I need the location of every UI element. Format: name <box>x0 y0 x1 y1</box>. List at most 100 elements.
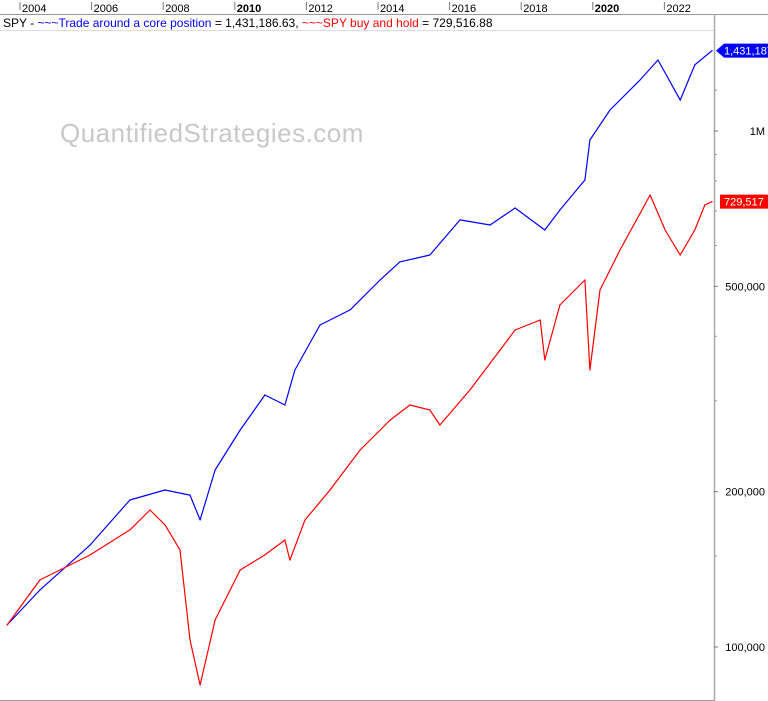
data-point <box>649 194 651 196</box>
data-point <box>589 369 591 371</box>
data-point <box>39 579 41 581</box>
data-point <box>89 554 91 556</box>
data-point <box>284 539 286 541</box>
data-point <box>294 369 296 371</box>
data-point <box>289 559 291 561</box>
last-value-label: 729,517 <box>724 197 764 209</box>
data-point <box>514 207 516 209</box>
series-lines <box>6 50 713 686</box>
x-tick-label: 2020 <box>595 3 619 15</box>
legend: SPY - ~~~Trade around a core position = … <box>3 16 493 30</box>
y-tick-label: 1M <box>750 126 765 138</box>
data-point <box>559 209 561 211</box>
x-tick-label: 2010 <box>237 3 261 15</box>
data-point <box>439 424 441 426</box>
data-point <box>711 201 713 203</box>
data-point <box>389 419 391 421</box>
x-tick-label: 2012 <box>308 3 332 15</box>
data-point <box>349 309 351 311</box>
legend-series-2-value: = 729,516.88 <box>418 16 493 30</box>
data-point <box>214 469 216 471</box>
data-point <box>239 569 241 571</box>
data-point <box>264 554 266 556</box>
data-point <box>599 289 601 291</box>
data-point <box>379 279 381 281</box>
y-axis-labels: 100,000 200,000 500,000 1M 1,431,187 729,517 <box>716 43 768 654</box>
data-point <box>589 139 591 141</box>
data-point <box>319 324 321 326</box>
data-point <box>179 549 181 551</box>
legend-series-1-label: ~~~Trade around a core position <box>37 16 212 30</box>
data-point <box>409 404 411 406</box>
x-tick-label: 2004 <box>22 3 46 15</box>
y-tick-label: 200,000 <box>725 487 765 499</box>
legend-series-2-label: ~~~SPY buy and hold <box>301 16 419 30</box>
data-point <box>619 249 621 251</box>
data-point <box>359 449 361 451</box>
data-point <box>284 404 286 406</box>
data-point <box>679 99 681 101</box>
data-point <box>164 489 166 491</box>
data-point <box>129 499 131 501</box>
data-point <box>469 389 471 391</box>
data-point <box>189 494 191 496</box>
data-point <box>664 229 666 231</box>
data-point <box>694 229 696 231</box>
data-point <box>89 544 91 546</box>
x-tick-label: 2018 <box>523 3 547 15</box>
x-tick-label: 2006 <box>94 3 118 15</box>
data-point <box>544 359 546 361</box>
data-point <box>164 524 166 526</box>
data-point <box>429 254 431 256</box>
badge-shape <box>716 43 768 58</box>
data-point <box>6 624 8 626</box>
data-point <box>199 519 201 521</box>
data-point <box>189 639 191 641</box>
data-point <box>544 229 546 231</box>
data-point <box>539 319 541 321</box>
x-tick-label: 2014 <box>380 3 404 15</box>
data-point <box>329 489 331 491</box>
x-tick-label: 2022 <box>666 3 690 15</box>
last-value-badge-2: 729,517 <box>720 194 768 209</box>
last-value-label: 1,431,187 <box>724 46 768 58</box>
data-point <box>199 684 201 686</box>
y-tick-label: 100,000 <box>725 642 765 654</box>
data-point <box>679 254 681 256</box>
y-tick-label: 500,000 <box>725 281 765 293</box>
data-point <box>584 279 586 281</box>
data-point <box>129 529 131 531</box>
legend-series-1-value: = 1,431,186.63, <box>211 16 302 30</box>
data-point <box>711 50 713 52</box>
legend-symbol: SPY - <box>3 16 38 30</box>
data-point <box>704 204 706 206</box>
badge-shape <box>720 194 768 209</box>
data-point <box>264 394 266 396</box>
data-point <box>399 261 401 263</box>
watermark: QuantifiedStrategies.com <box>60 118 364 148</box>
data-point <box>514 329 516 331</box>
data-point <box>489 224 491 226</box>
data-point <box>239 429 241 431</box>
data-point <box>459 219 461 221</box>
x-tick-label: 2016 <box>452 3 476 15</box>
data-point <box>214 619 216 621</box>
data-point <box>39 589 41 591</box>
series-line-2 <box>6 194 713 686</box>
data-point <box>429 409 431 411</box>
data-point <box>499 349 501 351</box>
last-value-badge-1: 1,431,187 <box>716 43 768 58</box>
data-point <box>584 179 586 181</box>
data-point <box>559 304 561 306</box>
data-point <box>609 109 611 111</box>
data-point <box>657 59 659 61</box>
data-point <box>639 79 641 81</box>
data-point <box>149 509 151 511</box>
data-point <box>694 64 696 66</box>
data-point <box>304 519 306 521</box>
series-line-1 <box>6 50 713 626</box>
x-tick-label: 2008 <box>165 3 189 15</box>
